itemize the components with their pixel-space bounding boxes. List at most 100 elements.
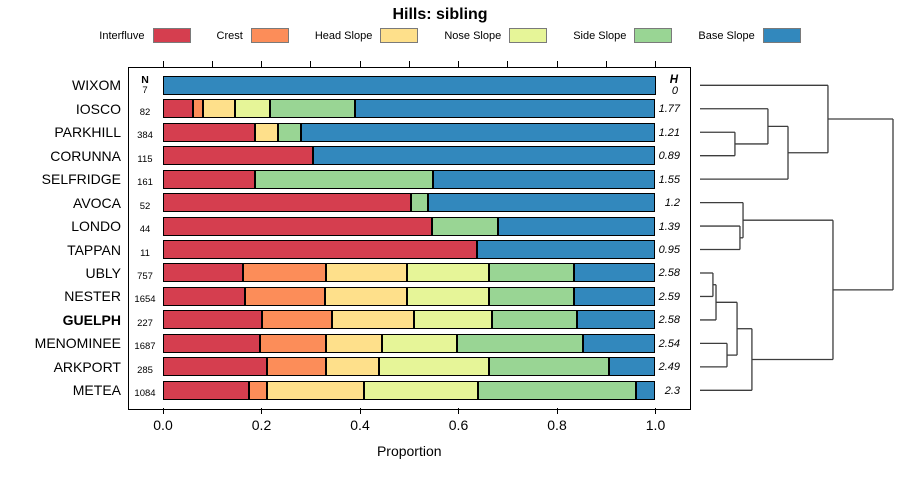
bar-segment-side-slope	[431, 216, 499, 236]
n-value: 44	[139, 224, 151, 236]
row-label: IOSCO	[75, 100, 121, 117]
legend-swatch	[762, 28, 801, 43]
bar-segment-base-slope	[636, 380, 656, 400]
bar-segment-base-slope	[355, 99, 656, 119]
bar-segment-side-slope	[492, 310, 578, 330]
bar-segment-side-slope	[410, 193, 428, 213]
bar-segment-head-slope	[332, 310, 414, 330]
h-value: 2.58	[658, 314, 680, 327]
h-value: 0.95	[658, 244, 680, 257]
bar-segment-interfluve	[163, 240, 478, 260]
bar-segment-crest	[261, 310, 333, 330]
x-axis-tick-label: 1.0	[645, 417, 666, 433]
row-label: SELFRIDGE	[41, 171, 121, 188]
x-axis-top-tick	[655, 61, 656, 67]
bar-segment-side-slope	[277, 122, 301, 142]
bar-segment-head-slope	[267, 380, 365, 400]
row-label: CORUNNA	[50, 147, 121, 164]
bar-row	[163, 122, 656, 142]
h-value: 2.59	[658, 290, 680, 303]
legend-item: Interfluve	[99, 28, 191, 43]
legend-item: Nose Slope	[444, 28, 548, 43]
bar-segment-head-slope	[326, 333, 383, 353]
x-axis-tick-label: 0.2	[251, 417, 272, 433]
legend-item: Base Slope	[698, 28, 801, 43]
n-value: 7	[142, 85, 148, 97]
bar-segment-head-slope	[255, 122, 278, 142]
h-value: 2.54	[658, 337, 680, 350]
row-label: WIXOM	[72, 77, 121, 94]
bar-segment-crest	[266, 357, 326, 377]
legend-swatch	[152, 28, 191, 43]
bar-segment-interfluve	[163, 169, 255, 189]
bar-segment-base-slope	[608, 357, 656, 377]
x-axis-tick-label: 0.8	[547, 417, 567, 433]
x-axis-tick	[556, 408, 558, 414]
bar-segment-crest	[243, 263, 326, 283]
bar-segment-base-slope	[427, 193, 656, 213]
bar-row	[163, 310, 656, 330]
bar-row	[163, 169, 656, 189]
x-axis-tick-label: 0.4	[350, 417, 370, 433]
bar-segment-nose-slope	[364, 380, 478, 400]
legend-item: Crest	[217, 28, 289, 43]
n-value: 161	[137, 177, 153, 189]
legend-label: Interfluve	[99, 29, 145, 42]
bar-row	[163, 286, 656, 306]
x-axis-top-tick	[556, 61, 558, 67]
bar-segment-nose-slope	[382, 333, 457, 353]
bar-segment-interfluve	[163, 122, 256, 142]
bar-segment-base-slope	[574, 286, 656, 306]
legend-item: Head Slope	[315, 28, 419, 43]
legend-label: Head Slope	[314, 29, 373, 42]
bar-segment-interfluve	[163, 333, 261, 353]
x-axis-tick-label: 0.6	[448, 417, 469, 433]
n-value: 1084	[134, 388, 156, 400]
n-value: 384	[137, 130, 153, 142]
h-value: 2.3	[664, 384, 680, 397]
x-axis-title: Proportion	[376, 443, 442, 459]
chart-title: Hills: sibling	[392, 6, 488, 23]
bar-segment-crest	[193, 99, 203, 119]
n-value: 1654	[134, 294, 156, 306]
bar-segment-base-slope	[300, 122, 656, 142]
bar-row	[163, 193, 656, 213]
bar-segment-interfluve	[163, 146, 314, 166]
bar-segment-crest	[244, 286, 326, 306]
bar-segment-base-slope	[163, 75, 656, 95]
h-value: 2.58	[658, 267, 680, 280]
h-value: 1.21	[658, 126, 680, 139]
bar-row	[163, 240, 656, 260]
legend-swatch	[634, 28, 673, 43]
bar-segment-base-slope	[313, 146, 656, 166]
row-label: METEA	[72, 382, 121, 399]
legend-item: Side Slope	[573, 28, 673, 43]
x-axis-top-tick	[507, 61, 509, 67]
x-axis-top-tick	[310, 61, 312, 67]
bar-segment-crest	[249, 380, 268, 400]
h-value: 0.89	[658, 150, 680, 163]
bar-segment-nose-slope	[406, 263, 489, 283]
bar-segment-side-slope	[488, 263, 575, 283]
row-label: PARKHILL	[54, 124, 121, 141]
bar-segment-base-slope	[433, 169, 656, 189]
bar-row	[163, 357, 656, 377]
bar-row	[163, 216, 656, 236]
bar-segment-base-slope	[577, 310, 656, 330]
bar-segment-base-slope	[477, 240, 656, 260]
bar-segment-head-slope	[202, 99, 235, 119]
bar-segment-side-slope	[254, 169, 434, 189]
row-label: LONDO	[71, 218, 121, 235]
bar-row	[163, 146, 656, 166]
x-axis-tick	[458, 408, 459, 414]
legend-label: Crest	[216, 29, 243, 42]
h-value: 1.77	[658, 103, 680, 116]
row-label: NESTER	[64, 288, 121, 305]
n-value: 52	[139, 200, 151, 212]
row-label: MENOMINEE	[34, 335, 121, 352]
bar-segment-crest	[260, 333, 326, 353]
x-axis-tick	[655, 408, 656, 414]
legend-swatch	[380, 28, 419, 43]
bar-segment-interfluve	[163, 99, 194, 119]
